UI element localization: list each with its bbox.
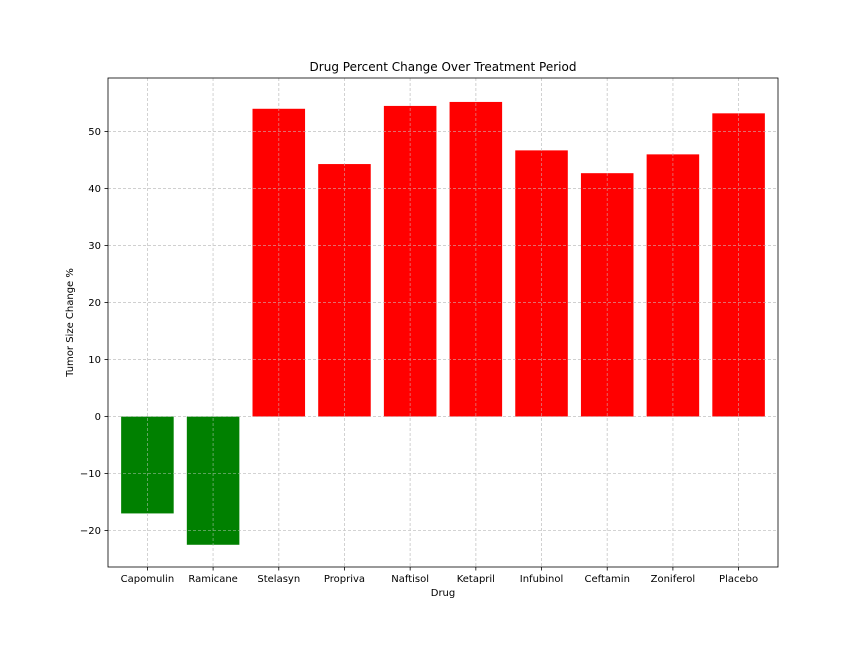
x-tick-label: Ramicane xyxy=(188,574,238,585)
plot-frame xyxy=(107,77,779,568)
y-axis-label: Tumor Size Change % xyxy=(65,268,76,378)
y-tick-label: −20 xyxy=(80,526,101,537)
y-tick-label: 30 xyxy=(88,241,101,252)
x-axis-ticks: Capomulin Ramicane Stelasyn Propriva Naftiso… xyxy=(121,567,758,585)
y-tick-label: 0 xyxy=(95,412,101,423)
y-axis-ticks: −20 −10 0 10 20 30 40 50 xyxy=(80,127,108,537)
y-tick-label: 40 xyxy=(88,184,101,195)
x-tick-label: Placebo xyxy=(719,574,758,585)
y-tick-label: 20 xyxy=(88,298,101,309)
x-tick-label: Capomulin xyxy=(121,574,175,585)
x-tick-label: Naftisol xyxy=(391,574,429,585)
x-tick-label: Ceftamin xyxy=(585,574,630,585)
bars xyxy=(121,101,765,545)
x-tick-label: Zoniferol xyxy=(651,574,696,585)
y-tick-label: −10 xyxy=(80,469,101,480)
y-tick-label: 10 xyxy=(88,355,101,366)
grid-lines-front xyxy=(108,78,778,567)
chart-title: Drug Percent Change Over Treatment Perio… xyxy=(310,60,577,74)
x-tick-label: Infubinol xyxy=(520,574,564,585)
x-axis-label: Drug xyxy=(431,588,456,599)
y-tick-label: 50 xyxy=(88,127,101,138)
x-tick-label: Stelasyn xyxy=(257,574,300,585)
x-tick-label: Ketapril xyxy=(457,574,495,585)
x-tick-label: Propriva xyxy=(324,574,365,585)
